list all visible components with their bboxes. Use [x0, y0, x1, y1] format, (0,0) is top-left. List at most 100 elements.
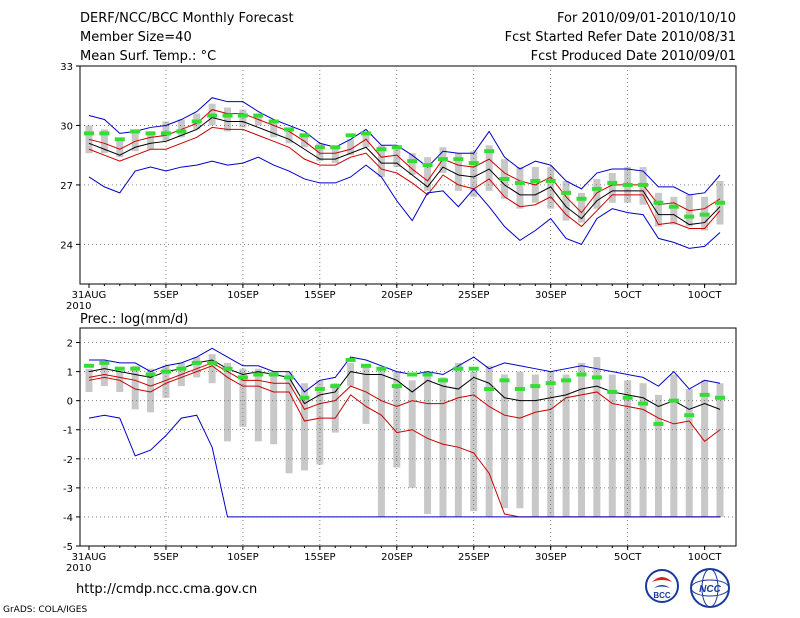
spread-box	[547, 167, 555, 209]
variable-label: Mean Surf. Temp.: °C	[80, 49, 217, 64]
spread-box	[224, 107, 232, 132]
spread-box	[608, 374, 616, 517]
spread-box	[147, 368, 155, 413]
spread-box	[501, 374, 509, 509]
y-tick-label: -3	[63, 484, 73, 495]
series-max-line	[89, 347, 721, 393]
x-tick-label: 5SEP	[153, 552, 178, 563]
year-label: 2010	[66, 301, 91, 312]
spread-box	[608, 173, 616, 203]
spread-box	[377, 145, 385, 177]
x-tick-label: 15SEP	[304, 552, 335, 563]
spread-box	[347, 139, 355, 156]
x-tick-label: 5OCT	[614, 552, 642, 563]
x-tick-label: 5OCT	[614, 290, 642, 301]
spread-box	[485, 145, 493, 191]
spread-box	[408, 380, 416, 488]
spread-box	[670, 196, 678, 225]
spread-box	[562, 180, 570, 221]
spread-box	[716, 383, 724, 517]
spread-box	[100, 129, 108, 154]
spread-box	[254, 368, 262, 442]
spread-box	[685, 389, 693, 517]
spread-box	[639, 383, 647, 517]
spread-box	[131, 365, 139, 410]
member-size-label: Member Size=40	[80, 30, 192, 45]
spread-box	[654, 192, 662, 227]
spread-box	[316, 380, 324, 465]
spread-box	[701, 380, 709, 517]
spread-box	[454, 362, 462, 517]
x-tick-label: 30SEP	[535, 552, 566, 563]
spread-box	[347, 362, 355, 387]
x-tick-label: 25SEP	[458, 552, 489, 563]
spread-box	[193, 357, 201, 378]
y-tick-label: 30	[60, 121, 73, 132]
x-tick-label: 10OCT	[688, 290, 723, 301]
bcc-logo: BCC	[645, 569, 679, 603]
spread-box	[362, 133, 370, 148]
spread-box	[577, 192, 585, 223]
spread-box	[362, 365, 370, 424]
spread-box	[485, 365, 493, 517]
spread-box	[316, 143, 324, 162]
series-p25-line	[88, 362, 721, 443]
spread-box	[408, 153, 416, 175]
y-tick-label: -1	[63, 426, 73, 437]
x-tick-label: 31AUG	[72, 552, 107, 563]
precipitation-panel: -5 -4 -3 -2 -1 0 1 2 31AUG 5SEP 10SEP 15SEP 20SEP 25S…	[63, 327, 737, 574]
y-tick-label: 2	[67, 339, 73, 350]
ncc-logo: NCC	[690, 568, 730, 608]
spread-box	[116, 371, 124, 392]
spread-box	[439, 377, 447, 517]
x-tick-label: 10SEP	[227, 552, 258, 563]
spread-box	[208, 354, 216, 384]
grads-credit: GrADS: COLA/IGES	[3, 605, 88, 615]
spread-box	[393, 371, 401, 468]
y-tick-label: 24	[60, 240, 73, 251]
plot-frame	[79, 327, 737, 547]
spread-box	[224, 362, 232, 442]
spread-box	[285, 127, 293, 144]
spread-box	[177, 119, 185, 138]
spread-box	[424, 374, 432, 515]
x-tick-label: 10OCT	[688, 552, 723, 563]
x-tick-label: 20SEP	[381, 552, 412, 563]
temperature-panel: 24 27 30 33 31AUG 5SEP 10SEP 15SEP 20SEP 25SEP 30S…	[60, 62, 737, 312]
x-tick-label: 15SEP	[304, 290, 335, 301]
spread-box	[593, 357, 601, 517]
y-tick-label: 33	[60, 62, 73, 73]
y-tick-label: 27	[60, 181, 73, 192]
spread-box	[377, 368, 385, 517]
spread-box	[670, 374, 678, 517]
spread-box	[239, 368, 247, 427]
spread-box	[562, 374, 570, 517]
spread-box	[577, 362, 585, 517]
series-p25-line	[88, 126, 721, 230]
x-tick-label: 20SEP	[381, 290, 412, 301]
year-label: 2010	[66, 563, 91, 574]
spread-box	[593, 178, 601, 209]
spread-box	[147, 131, 155, 150]
series-min-line	[88, 156, 721, 249]
x-tick-label: 5SEP	[153, 290, 178, 301]
spread-box	[300, 383, 308, 471]
spread-box	[331, 383, 339, 433]
spread-box	[162, 365, 170, 398]
ncc-logo-text: NCC	[699, 584, 721, 595]
spread-box	[270, 371, 278, 445]
spread-box	[424, 157, 432, 191]
y-tick-label: 0	[67, 397, 73, 408]
y-tick-label: -4	[63, 513, 73, 524]
spread-box	[470, 371, 478, 512]
y-tick-label: 1	[67, 368, 73, 379]
spread-box	[331, 147, 339, 164]
series-mean-line	[88, 116, 721, 226]
y-tick-label: -2	[63, 455, 73, 466]
x-tick-label: 31AUG	[72, 290, 107, 301]
forecast-start-date: Fcst Started Refer Date 2010/08/31	[504, 30, 736, 45]
x-tick-label: 30SEP	[535, 290, 566, 301]
plot-frame	[79, 65, 737, 285]
footer-url[interactable]: http://cmdp.ncc.cma.gov.cn	[76, 582, 258, 597]
